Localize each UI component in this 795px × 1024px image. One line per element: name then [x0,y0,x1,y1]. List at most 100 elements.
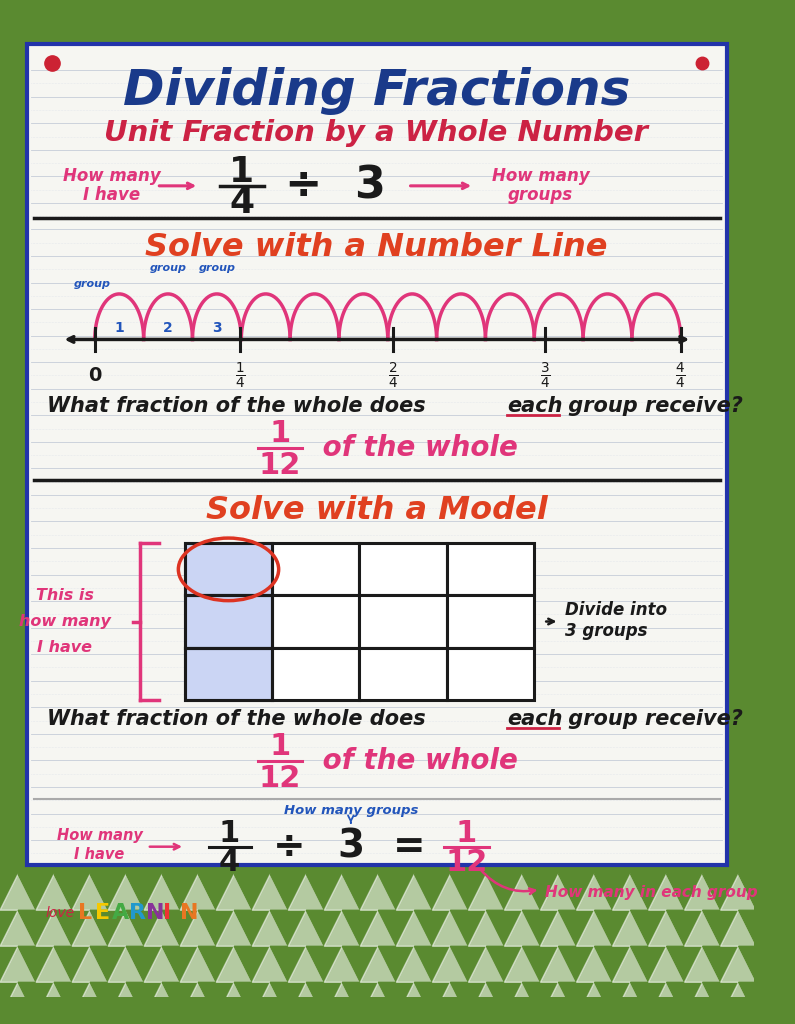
Polygon shape [649,910,684,946]
Text: Solve with a Number Line: Solve with a Number Line [145,232,607,263]
Bar [447,647,533,699]
Polygon shape [36,874,72,910]
Polygon shape [306,910,343,946]
Polygon shape [450,946,487,982]
Polygon shape [252,946,289,982]
Polygon shape [360,982,397,1018]
Polygon shape [0,946,18,982]
Polygon shape [180,982,216,1018]
Bar [359,595,447,647]
Bar [272,647,359,699]
Polygon shape [289,874,324,910]
Polygon shape [126,910,162,946]
Polygon shape [18,946,54,982]
Text: I have: I have [83,186,141,205]
Text: E: E [95,903,110,923]
Polygon shape [522,982,558,1018]
Polygon shape [595,910,630,946]
Polygon shape [324,982,360,1018]
Polygon shape [432,910,468,946]
Text: I: I [163,903,171,923]
Bar [185,544,272,595]
Polygon shape [36,910,72,946]
Bar [185,647,272,699]
Polygon shape [487,874,522,910]
Polygon shape [703,946,739,982]
Polygon shape [90,946,126,982]
Polygon shape [468,946,504,982]
Polygon shape [595,874,630,910]
Polygon shape [558,874,595,910]
Bar [185,544,272,595]
Polygon shape [216,946,252,982]
Polygon shape [666,874,703,910]
Polygon shape [324,946,360,982]
Polygon shape [0,910,18,946]
Polygon shape [757,910,793,946]
Polygon shape [180,946,216,982]
Text: Dividing Fractions: Dividing Fractions [122,67,630,115]
Polygon shape [162,910,198,946]
Polygon shape [487,910,522,946]
Bar [359,544,447,595]
Text: $\frac{3}{4}$: $\frac{3}{4}$ [540,360,550,390]
Text: This is: This is [36,588,93,603]
Polygon shape [774,982,795,1018]
Polygon shape [630,946,666,982]
Bar [185,595,272,647]
Text: 1: 1 [114,322,124,335]
Polygon shape [216,982,252,1018]
Text: What fraction of the whole does: What fraction of the whole does [48,709,433,729]
Polygon shape [684,910,720,946]
Polygon shape [108,910,144,946]
Polygon shape [90,874,126,910]
Polygon shape [108,946,144,982]
Text: What fraction of the whole does: What fraction of the whole does [48,396,433,416]
Polygon shape [468,982,504,1018]
Text: 1: 1 [456,819,477,848]
Polygon shape [0,946,36,982]
Polygon shape [450,982,487,1018]
Text: 0: 0 [88,366,102,385]
Polygon shape [126,946,162,982]
Polygon shape [684,946,720,982]
Polygon shape [432,874,468,910]
Polygon shape [198,982,235,1018]
Polygon shape [414,946,450,982]
Text: group: group [149,263,187,273]
Polygon shape [72,910,108,946]
Polygon shape [757,874,793,910]
Polygon shape [54,910,90,946]
Polygon shape [720,910,757,946]
Text: each: each [507,709,563,729]
Polygon shape [397,910,432,946]
Bar [185,647,272,699]
Polygon shape [180,874,216,910]
Text: ÷: ÷ [285,164,322,207]
Text: 12: 12 [258,764,301,793]
Polygon shape [306,982,343,1018]
Text: How many in each group: How many in each group [545,885,758,900]
Text: 12: 12 [445,848,487,878]
Polygon shape [198,874,235,910]
Polygon shape [306,946,343,982]
Text: I have: I have [37,640,92,655]
Polygon shape [306,874,343,910]
Polygon shape [0,874,18,910]
Polygon shape [36,946,72,982]
Polygon shape [774,946,795,982]
Polygon shape [343,910,378,946]
Polygon shape [774,910,795,946]
Polygon shape [36,982,72,1018]
Polygon shape [739,946,774,982]
Polygon shape [576,874,612,910]
Polygon shape [541,910,576,946]
Text: love: love [45,906,75,920]
Polygon shape [108,874,144,910]
Polygon shape [144,946,180,982]
Polygon shape [576,982,612,1018]
Text: 3: 3 [212,322,222,335]
Polygon shape [703,910,739,946]
Polygon shape [360,946,397,982]
Polygon shape [504,982,541,1018]
